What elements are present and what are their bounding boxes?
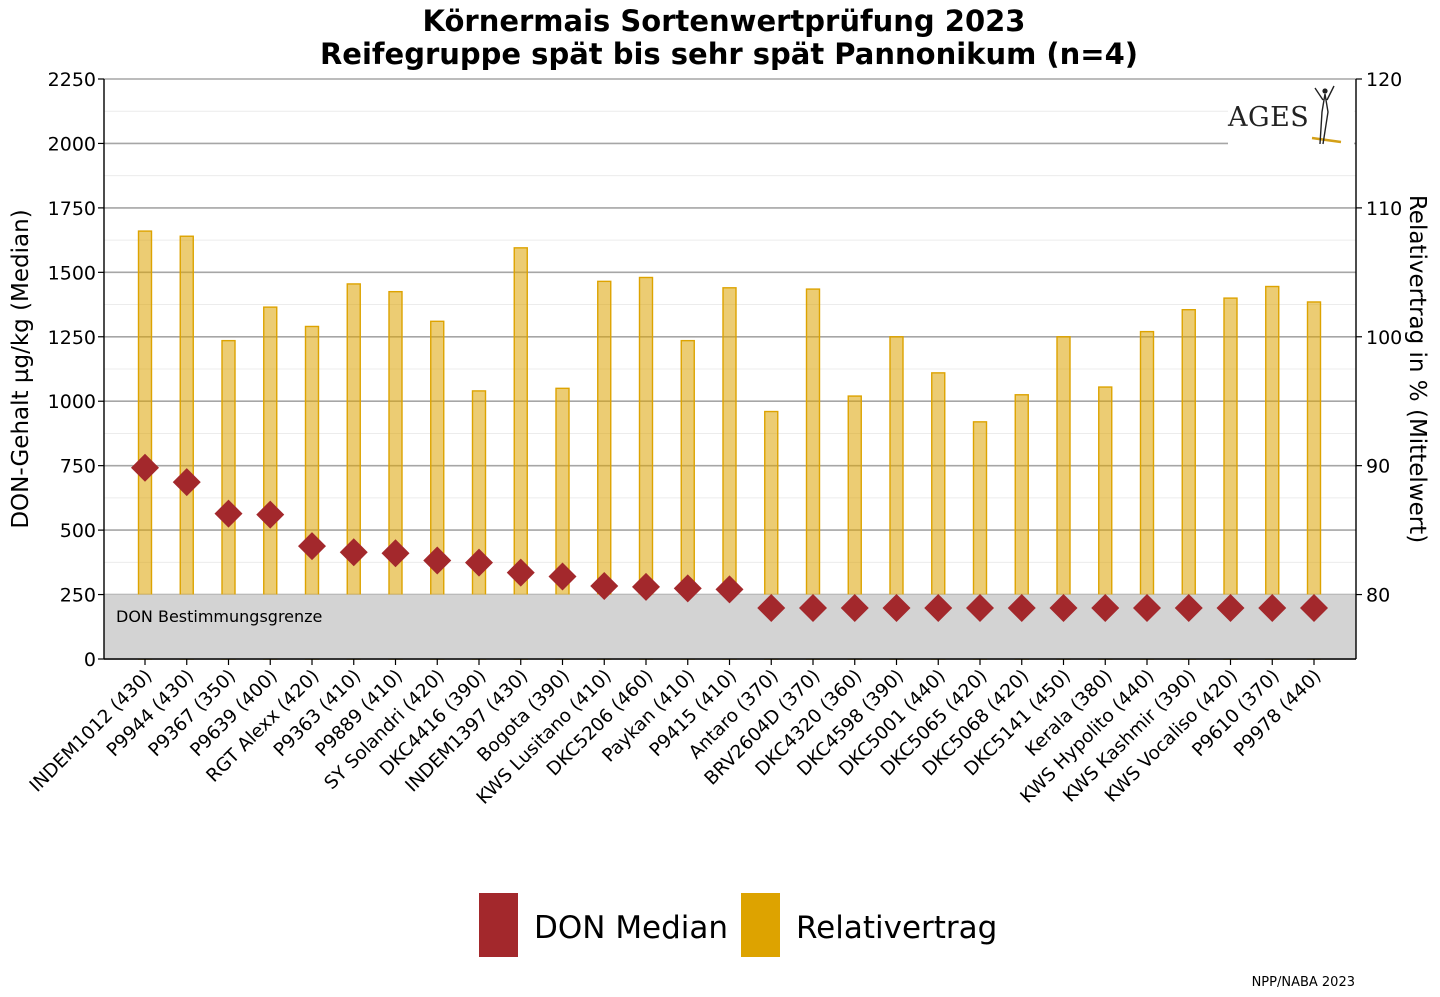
legend: DON Median Relativertrag [479,893,997,957]
left-tick-label: 1000 [48,391,96,413]
credit-text: NPP/NABA 2023 [1252,975,1355,990]
marker-don-median [1258,593,1287,622]
marker-don-median [590,572,619,601]
marker-don-median [673,574,702,603]
marker-don-median [1133,593,1161,622]
marker-don-median [506,558,535,587]
title-line-2: Reifegruppe spät bis sehr spät Pannoniku… [320,37,1138,71]
legend-swatch-relativertrag [741,893,780,957]
marker-don-median [381,539,410,568]
right-tick-label: 80 [1366,585,1390,607]
marker-don-median [1174,593,1203,622]
left-tick-label: 1750 [48,198,96,220]
marker-don-median [966,593,994,622]
right-axis-ticks: 80 90 100 110 120 [1356,69,1402,607]
marker-don-median [465,548,493,577]
legend-label-don-median: DON Median [534,910,728,946]
title-line-1: Körnermais Sortenwertprüfung 2023 [423,4,1026,38]
marker-don-median [632,572,660,601]
left-axis-ticks: 0 250 500 750 1000 1250 1500 1750 2000 2250 [48,69,104,671]
legend-swatch-don-median [479,893,518,957]
marker-don-median [172,468,201,497]
left-tick-label: 500 [60,520,96,542]
chart-title: Körnermais Sortenwertprüfung 2023 Reifeg… [320,4,1138,71]
detection-limit-rect [104,594,1356,659]
relativertrag-bars [137,230,1322,660]
logo-text: AGES [1227,102,1309,133]
left-tick-label: 2000 [48,133,96,155]
detection-limit-band: DON Bestimmungsgrenze [104,594,1356,659]
y-axis-label: DON-Gehalt µg/kg (Median) [8,209,34,528]
marker-don-median [1300,593,1328,622]
legend-label-relativertrag: Relativertrag [796,910,997,946]
marker-don-median [757,593,786,622]
marker-don-median [1216,593,1245,622]
right-tick-label: 90 [1366,456,1390,478]
don-median-markers [131,453,1328,622]
marker-don-median [715,575,744,604]
category-labels: INDEM1012 (430)P9944 (430)P9367 (350)P96… [26,659,1326,809]
marker-don-median [214,499,243,528]
marker-don-median [548,562,577,591]
left-tick-label: 2250 [48,69,96,91]
left-tick-label: 1250 [48,327,96,349]
marker-don-median [298,532,326,561]
marker-don-median [799,593,827,622]
left-tick-label: 250 [60,585,96,607]
marker-don-median [1007,593,1036,622]
left-tick-label: 750 [60,456,96,478]
marker-don-median [882,593,911,622]
left-tick-label: 1500 [48,262,96,284]
marker-don-median [339,538,368,567]
detection-limit-label: DON Bestimmungsgrenze [116,607,322,626]
right-tick-label: 120 [1366,69,1402,91]
left-tick-label: 0 [84,649,96,671]
marker-don-median [1049,593,1078,622]
marker-don-median [131,453,159,482]
marker-don-median [840,593,869,622]
right-tick-label: 110 [1366,198,1402,220]
marker-don-median [256,500,285,529]
right-tick-label: 100 [1366,327,1402,349]
marker-don-median [924,593,953,622]
marker-don-median [423,546,452,575]
marker-don-median [1091,593,1120,622]
ages-logo: AGES [1227,80,1354,146]
y2-axis-label: Relativertrag in % (Mittelwert) [1404,195,1430,543]
